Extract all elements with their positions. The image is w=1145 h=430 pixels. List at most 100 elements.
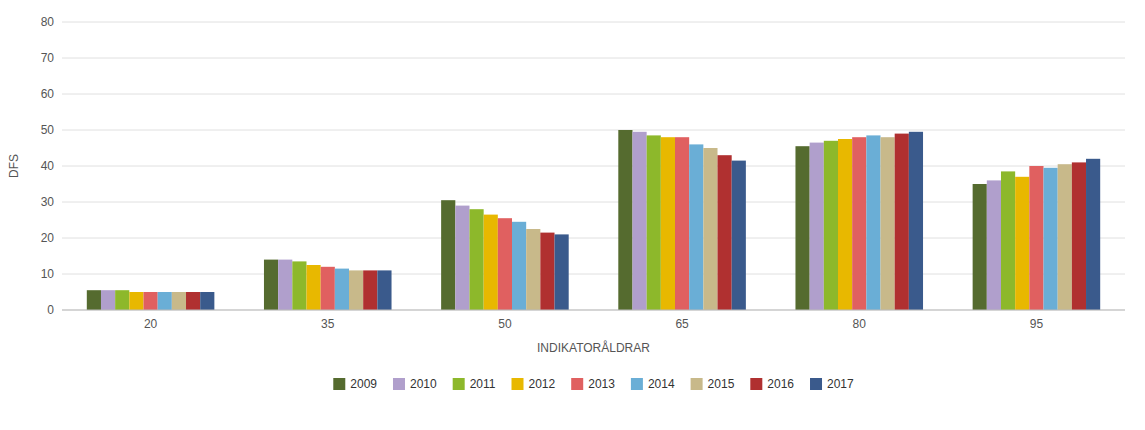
legend-label: 2017: [827, 377, 854, 391]
legend-label: 2013: [588, 377, 615, 391]
y-tick-label: 20: [41, 231, 55, 245]
series: 2016, 20: 52016, 35: 112016, 50: 21.5201…: [186, 134, 1086, 310]
bar: 2012, 65: 48: [661, 137, 675, 310]
bar: 2015, 20: 5: [172, 292, 186, 310]
bar: 2013, 80: 48: [852, 137, 866, 310]
series: 2012, 20: 52012, 35: 12.52012, 50: 26.52…: [129, 137, 1029, 310]
series: 2015, 20: 52015, 35: 112015, 50: 22.5201…: [172, 137, 1072, 310]
bar: 2011, 65: 48.5: [647, 135, 661, 310]
grid-line: [62, 94, 1125, 95]
bar: 2017, 35: 11: [377, 270, 391, 310]
legend-item: 2012: [512, 377, 556, 391]
legend-swatch: [393, 378, 405, 390]
grid-line: [62, 166, 1125, 167]
bar: 2016, 50: 21.5: [540, 233, 554, 310]
grid-line: [62, 202, 1125, 203]
legend-swatch: [750, 378, 762, 390]
bar: 2011, 80: 47: [824, 141, 838, 310]
bar: 2013, 95: 40: [1029, 166, 1043, 310]
bar: 2010, 95: 36: [987, 180, 1001, 310]
bar: 2010, 50: 29: [455, 206, 469, 310]
y-axis: 01020304050607080: [41, 15, 55, 317]
y-tick-label: 10: [41, 267, 55, 281]
series: 2017, 20: 5 2017, 35: 11 2017, 50: 21 2017,…: [200, 132, 1100, 310]
legend-swatch: [810, 378, 822, 390]
bar: 2011, 50: 28: [469, 209, 483, 310]
legend-label: 2016: [767, 377, 794, 391]
x-tick-label: 20: [144, 317, 158, 331]
bar: 2009, 20: 5.5: [87, 290, 101, 310]
x-axis-line: [62, 310, 1125, 311]
y-tick-label: 70: [41, 51, 55, 65]
legend-swatch: [631, 378, 643, 390]
legend-swatch: [691, 378, 703, 390]
bar: 2016, 35: 11: [363, 270, 377, 310]
series: 2010, 20: 5.52010, 35: 142010, 50: 29201…: [101, 132, 1001, 310]
bar: 2009, 35: 14: [264, 260, 278, 310]
x-tick-label: 50: [498, 317, 512, 331]
bar: 2017, 65: 41.5: [732, 161, 746, 310]
bar: 2017, 50: 21: [555, 234, 569, 310]
legend-item: 2010: [393, 377, 437, 391]
y-tick-label: 80: [41, 15, 55, 29]
legend-label: 2014: [648, 377, 675, 391]
bar: 2016, 80: 49: [895, 134, 909, 310]
bar: 2016, 65: 43: [718, 155, 732, 310]
bar: 2013, 65: 48: [675, 137, 689, 310]
legend-label: 2012: [529, 377, 556, 391]
bar: 2015, 50: 22.5: [526, 229, 540, 310]
bar: 2010, 20: 5.5: [101, 290, 115, 310]
bar: 2013, 50: 25.5: [498, 218, 512, 310]
bar: 2014, 95: 39.5: [1044, 168, 1058, 310]
legend: 2009 2010 2011 2012 2013 2014 2015 2016 2017: [333, 377, 854, 391]
bar: 2016, 95: 41: [1072, 162, 1086, 310]
legend-item: 2013: [571, 377, 615, 391]
x-axis-label: INDIKATORÅLDRAR: [537, 340, 650, 355]
legend-swatch: [571, 378, 583, 390]
chart: 2009, 20: 5.52009, 35: 142009, 50: 30.52…: [0, 0, 1145, 430]
grid-line: [62, 274, 1125, 275]
grid-line: [62, 310, 1125, 311]
bar: 2011, 20: 5.5: [115, 290, 129, 310]
legend-item: 2015: [691, 377, 735, 391]
bar: 2015, 95: 40.5: [1058, 164, 1072, 310]
bar: 2009, 65: 50: [618, 130, 632, 310]
x-tick-label: 80: [853, 317, 867, 331]
bar: 2009, 50: 30.5: [441, 200, 455, 310]
x-tick-label: 95: [1030, 317, 1044, 331]
bar: 2013, 35: 12: [321, 267, 335, 310]
bar: 2016, 20: 5: [186, 292, 200, 310]
grid-line: [62, 22, 1125, 23]
plot-area: 2009, 20: 5.52009, 35: 142009, 50: 30.52…: [62, 22, 1125, 310]
bar: 2015, 80: 48: [881, 137, 895, 310]
y-axis-label: DFS: [7, 154, 21, 178]
bar: 2012, 35: 12.5: [306, 265, 320, 310]
legend-label: 2010: [410, 377, 437, 391]
bar: 2017, 95: 42: [1086, 159, 1100, 310]
bar: 2010, 35: 14: [278, 260, 292, 310]
bar: 2012, 50: 26.5: [484, 215, 498, 310]
bar: 2017, 20: 5: [200, 292, 214, 310]
legend-label: 2009: [350, 377, 377, 391]
bar: 2014, 35: 11.5: [335, 269, 349, 310]
bar: 2014, 80: 48.5: [866, 135, 880, 310]
bar: 2014, 50: 24.5: [512, 222, 526, 310]
legend-item: 2016: [750, 377, 794, 391]
series: 2009, 20: 5.52009, 35: 142009, 50: 30.52…: [87, 130, 987, 310]
legend-label: 2015: [708, 377, 735, 391]
y-tick-label: 40: [41, 159, 55, 173]
bar: 2011, 95: 38.5: [1001, 171, 1015, 310]
bar: 2011, 35: 13.5: [292, 261, 306, 310]
y-tick-label: 30: [41, 195, 55, 209]
legend-item: 2017: [810, 377, 854, 391]
legend-swatch: [512, 378, 524, 390]
bar: 2009, 95: 35: [973, 184, 987, 310]
bar: 2013, 20: 5: [143, 292, 157, 310]
grid: [62, 22, 1125, 310]
x-tick-label: 65: [675, 317, 689, 331]
bar: 2012, 80: 47.5: [838, 139, 852, 310]
y-tick-label: 50: [41, 123, 55, 137]
legend-item: 2014: [631, 377, 675, 391]
series: 2011, 20: 5.52011, 35: 13.52011, 50: 282…: [115, 135, 1015, 310]
legend-label: 2011: [470, 377, 496, 391]
